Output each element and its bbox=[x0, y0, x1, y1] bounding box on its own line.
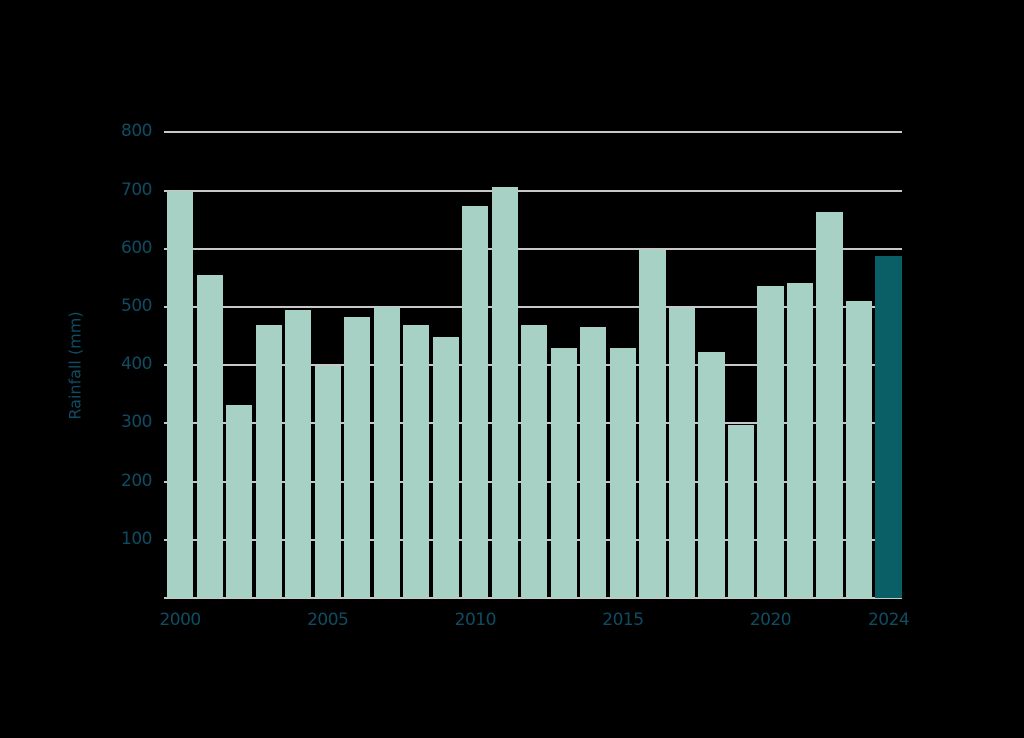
bar-2009 bbox=[432, 336, 459, 598]
bar-2015 bbox=[609, 347, 637, 598]
bar-2022 bbox=[816, 212, 843, 598]
bar-2019 bbox=[727, 424, 755, 598]
bar-2013 bbox=[550, 347, 577, 598]
y-tick-label: 500 bbox=[121, 296, 152, 316]
bar-2016 bbox=[639, 249, 666, 598]
bar-2005 bbox=[314, 366, 341, 598]
y-axis-label: Rainfall (mm) bbox=[65, 311, 85, 420]
bar-2007 bbox=[373, 307, 400, 598]
y-tick-label: 300 bbox=[121, 412, 152, 433]
x-tick-label: 2015 bbox=[602, 610, 644, 630]
x-tick-label: 2020 bbox=[749, 610, 792, 630]
y-tick-label: 100 bbox=[121, 528, 152, 549]
x-tick-label: 2024 bbox=[867, 610, 910, 630]
bar-2006 bbox=[344, 317, 371, 598]
gridline-700 bbox=[164, 189, 902, 192]
bar-2001 bbox=[196, 274, 223, 598]
bar-2021 bbox=[786, 283, 814, 598]
bar-2023 bbox=[845, 301, 873, 598]
x-axis-baseline bbox=[164, 597, 902, 599]
bar-2000 bbox=[167, 190, 194, 598]
gridline-600 bbox=[164, 247, 902, 250]
bar-2008 bbox=[403, 325, 430, 598]
y-tick-label: 700 bbox=[121, 179, 152, 200]
bar-2003 bbox=[255, 325, 282, 598]
y-tick-label: 400 bbox=[121, 354, 152, 375]
gridline-500 bbox=[164, 306, 902, 308]
bar-2002 bbox=[226, 404, 253, 598]
bar-2020 bbox=[757, 286, 784, 598]
x-tick-label: 2010 bbox=[454, 610, 497, 630]
x-tick-label: 2005 bbox=[307, 610, 349, 630]
x-tick-label: 2000 bbox=[159, 610, 201, 630]
bar-2012 bbox=[521, 325, 548, 598]
bar-2004 bbox=[285, 309, 312, 598]
y-tick-label: 200 bbox=[121, 470, 152, 491]
y-tick-label: 800 bbox=[121, 121, 152, 142]
bar-2011 bbox=[491, 186, 518, 598]
y-tick-label: 600 bbox=[121, 237, 152, 258]
bar-2017 bbox=[668, 308, 696, 598]
bar-2014 bbox=[580, 326, 607, 598]
bar-2024 bbox=[875, 255, 902, 598]
gridline-800 bbox=[164, 131, 902, 134]
bar-2018 bbox=[698, 352, 725, 598]
bar-2010 bbox=[462, 205, 489, 598]
